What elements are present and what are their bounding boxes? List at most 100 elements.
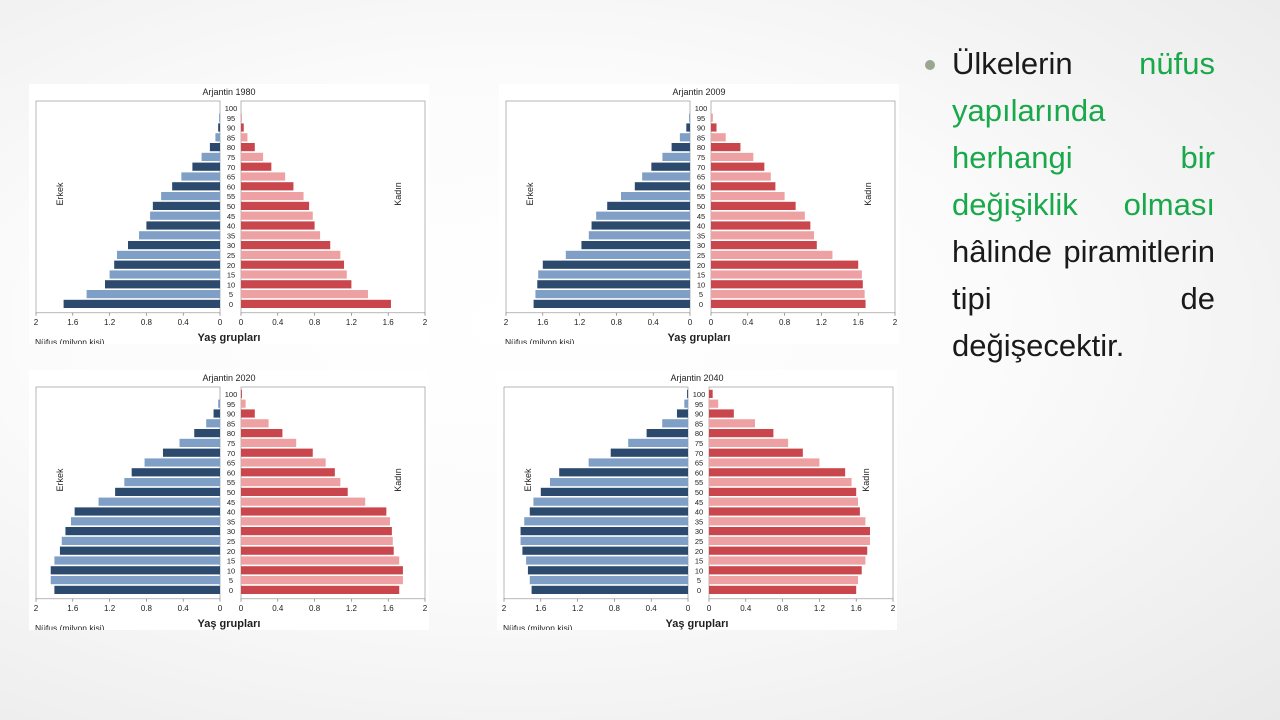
bar-male-60	[131, 468, 220, 477]
x-tick-label: 1.2	[574, 318, 586, 327]
bar-female-20	[711, 260, 859, 269]
bar-female-25	[241, 250, 341, 259]
bar-female-95	[709, 399, 719, 408]
x-tick-label: 1.6	[851, 604, 863, 613]
bar-male-25	[116, 250, 220, 259]
x-tick-label: 0	[218, 604, 223, 613]
age-label: 40	[227, 222, 235, 231]
bar-male-80	[646, 429, 688, 438]
x-unit-label: Nüfus (milyon kişi)	[505, 337, 575, 344]
x-tick-label: 0.8	[777, 604, 789, 613]
x-tick-label: 2	[423, 604, 428, 613]
age-label: 10	[697, 280, 705, 289]
x-tick-label: 0.4	[272, 604, 284, 613]
x-tick-label: 1.6	[535, 604, 547, 613]
bar-male-45	[150, 211, 220, 220]
x-tick-label: 1.6	[67, 318, 79, 327]
bar-female-30	[711, 241, 817, 250]
age-label: 20	[227, 547, 235, 556]
bar-female-10	[241, 566, 403, 575]
age-label: 15	[227, 271, 235, 280]
age-label: 5	[229, 290, 233, 299]
age-label: 55	[697, 192, 705, 201]
age-label: 65	[695, 459, 703, 468]
age-label: 35	[227, 231, 235, 240]
age-label: 85	[227, 419, 235, 428]
age-label: 35	[227, 517, 235, 526]
bar-male-40	[146, 221, 220, 230]
population-pyramid-2009: Arjantin 2009 0 5 10 15 20 25 30 35 40 45 50 55 60 65 7…	[499, 84, 899, 344]
bar-male-65	[144, 458, 220, 467]
age-label: 65	[697, 173, 705, 182]
bar-male-10	[105, 280, 220, 289]
age-label: 15	[697, 271, 705, 280]
bar-female-15	[241, 270, 347, 279]
bar-male-80	[194, 429, 220, 438]
age-label: 75	[227, 439, 235, 448]
x-tick-label: 2	[34, 318, 39, 327]
age-label: 95	[227, 400, 235, 409]
bar-male-70	[162, 448, 220, 457]
bar-female-55	[241, 192, 304, 201]
x-tick-label: 0	[707, 604, 712, 613]
bar-male-5	[529, 576, 688, 585]
bar-male-0	[54, 585, 221, 594]
bar-male-20	[522, 546, 688, 555]
bar-male-85	[215, 133, 220, 142]
age-label: 70	[227, 449, 235, 458]
bar-male-40	[529, 507, 688, 516]
bar-female-25	[709, 536, 870, 545]
bar-male-65	[588, 458, 688, 467]
bar-female-5	[709, 576, 859, 585]
bar-male-0	[63, 299, 220, 308]
bar-male-55	[161, 192, 220, 201]
bar-female-60	[709, 468, 846, 477]
male-side-label: Erkek	[525, 182, 535, 206]
bar-male-15	[54, 556, 221, 565]
age-label: 60	[227, 182, 235, 191]
bar-male-55	[621, 192, 690, 201]
bar-female-70	[241, 162, 272, 171]
bar-female-65	[241, 458, 326, 467]
bar-female-45	[711, 211, 805, 220]
x-tick-label: 0.4	[742, 318, 754, 327]
x-unit-label: Nüfus (milyon kişi)	[503, 623, 573, 630]
bar-male-15	[109, 270, 220, 279]
x-tick-label: 1.2	[104, 318, 116, 327]
bar-male-30	[65, 527, 220, 536]
x-tick-label: 2	[504, 318, 509, 327]
age-label: 95	[227, 114, 235, 123]
bar-female-10	[711, 280, 863, 289]
bar-female-5	[241, 576, 403, 585]
bar-female-15	[709, 556, 866, 565]
x-tick-label: 0.4	[178, 318, 190, 327]
age-label: 10	[227, 280, 235, 289]
age-label: 50	[695, 488, 703, 497]
age-label: 20	[697, 261, 705, 270]
x-tick-label: 0.8	[309, 318, 321, 327]
age-label: 25	[227, 251, 235, 260]
bar-male-60	[559, 468, 688, 477]
pyramid-svg: Arjantin 1980051015202530354045505560657…	[34, 87, 428, 344]
bar-male-70	[192, 162, 220, 171]
age-label: 55	[227, 192, 235, 201]
bar-female-0	[709, 585, 857, 594]
bar-female-90	[241, 409, 255, 418]
age-label: 40	[697, 222, 705, 231]
bar-male-45	[596, 211, 690, 220]
x-tick-label: 0	[709, 318, 714, 327]
bar-male-30	[128, 241, 220, 250]
age-label: 60	[227, 468, 235, 477]
x-tick-label: 1.2	[572, 604, 584, 613]
x-tick-label: 1.2	[346, 604, 358, 613]
bar-female-50	[709, 487, 857, 496]
age-label: 50	[227, 202, 235, 211]
age-label: 0	[699, 300, 703, 309]
age-label: 25	[697, 251, 705, 260]
bar-female-25	[241, 536, 393, 545]
bar-male-45	[533, 497, 688, 506]
x-tick-label: 0	[688, 318, 693, 327]
bullet-text-block: Ülkelerin nüfus yapılarında herhangi bir…	[925, 40, 1215, 369]
age-label: 10	[695, 566, 703, 575]
bar-male-95	[684, 399, 688, 408]
